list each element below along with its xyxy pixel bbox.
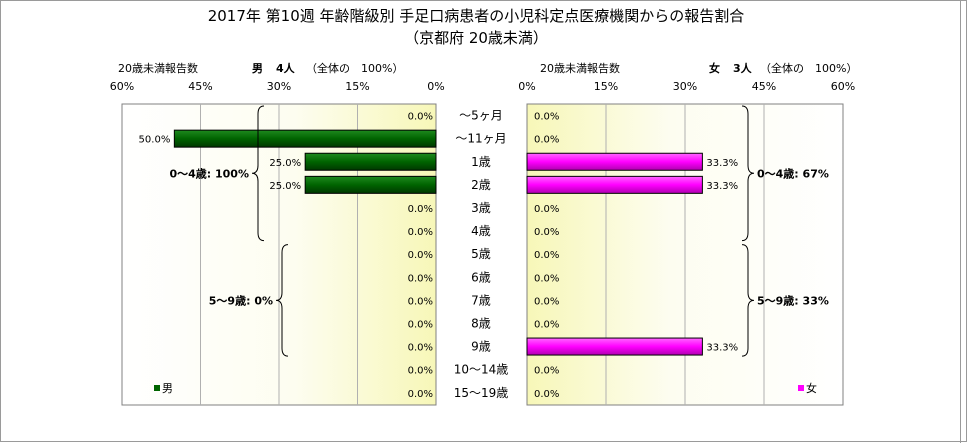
category-label: 8歳: [471, 316, 491, 330]
right-data-label: 0.0%: [534, 319, 559, 330]
category-label: 7歳: [471, 293, 491, 307]
right-data-label: 0.0%: [534, 389, 559, 400]
left-panel: 0%15%30%45%60% 20歳未満報告数 男 4人 （全体の 100%） …: [110, 61, 445, 406]
left-data-label: 0.0%: [408, 204, 433, 215]
right-tick-label: 45%: [752, 80, 776, 93]
left-header-sex: 男: [252, 62, 263, 75]
category-labels: ～5ヶ月 ～11ヶ月 1歳 2歳 3歳 4歳 5歳 6歳 7歳 8歳 9歳 10～14歳 15～19歳: [454, 109, 509, 400]
left-data-label: 50.0%: [139, 135, 171, 146]
category-label: 5歳: [471, 247, 491, 261]
right-tick-labels: 0% 15% 30% 45% 60%: [518, 80, 855, 93]
category-label: ～5ヶ月: [459, 109, 503, 123]
right-data-label: 0.0%: [534, 250, 559, 261]
right-bar: [526, 152, 703, 171]
right-data-label: 0.0%: [534, 112, 559, 123]
category-label: 9歳: [471, 340, 491, 354]
group-bracket: [741, 244, 755, 357]
left-bars: 0.0% 50.0% 25.0% 25.0% 0.0% 0.0% 0.0% 0.0% 0.0% 0…: [139, 112, 437, 400]
left-data-label: 0.0%: [408, 343, 433, 354]
left-legend-label: 男: [162, 382, 173, 395]
category-label: 15～19歳: [454, 386, 509, 400]
left-tick-label: 45%: [188, 80, 212, 93]
category-label: 10～14歳: [454, 363, 509, 377]
left-group-label: 0～4歳: 100%: [169, 166, 249, 180]
right-legend-swatch: [798, 385, 804, 391]
left-tick-label: 0%: [427, 80, 444, 93]
group-bracket: [741, 105, 755, 242]
right-header-sex: 女: [709, 61, 720, 75]
right-data-label: 33.3%: [706, 181, 738, 192]
left-data-label: 0.0%: [408, 273, 433, 284]
chart-subtitle: （京都府 20歳未満）: [404, 29, 548, 47]
left-legend-swatch: [154, 385, 160, 391]
chart-title: 2017年 第10週 年齢階級別 手足口病患者の小児科定点医療機関からの報告割合: [208, 7, 745, 25]
left-tick-label: 15%: [345, 80, 369, 93]
left-header-note: （全体の 100%）: [306, 61, 403, 75]
category-label: 1歳: [471, 155, 491, 169]
right-data-label: 0.0%: [534, 273, 559, 284]
right-tick-label: 60%: [831, 80, 855, 93]
right-data-label: 0.0%: [534, 296, 559, 307]
left-data-label: 0.0%: [408, 366, 433, 377]
left-bar: [304, 175, 437, 194]
left-data-label: 0.0%: [408, 389, 433, 400]
left-tick-labels: 0% 15% 30% 45% 60%: [110, 80, 445, 93]
left-bar: [173, 129, 437, 148]
left-group-brackets: 0～4歳: 100% 5～9歳: 0%: [169, 105, 289, 357]
right-header-note: （全体の 100%）: [760, 61, 857, 75]
left-tick-label: 30%: [267, 80, 291, 93]
left-group-label: 5～9歳: 0%: [209, 293, 273, 307]
right-tick-label: 30%: [673, 80, 697, 93]
left-header-label: 20歳未満報告数: [118, 62, 198, 75]
right-bar: [526, 337, 703, 356]
left-data-label: 25.0%: [269, 181, 301, 192]
right-group-label: 5～9歳: 33%: [757, 293, 829, 307]
right-data-label: 0.0%: [534, 227, 559, 238]
group-bracket: [251, 105, 265, 242]
right-header-count: 3人: [733, 61, 753, 75]
category-label: 4歳: [471, 224, 491, 238]
left-tick-label: 60%: [110, 80, 134, 93]
right-bars: 0.0% 0.0% 33.3% 33.3% 0.0% 0.0% 0.0% 0.0% 0.0% 0.…: [526, 112, 738, 400]
category-label: ～11ヶ月: [455, 132, 506, 146]
category-label: 3歳: [471, 201, 491, 215]
left-data-label: 0.0%: [408, 112, 433, 123]
left-header-count: 4人: [276, 61, 296, 75]
right-data-label: 33.3%: [706, 343, 738, 354]
right-data-label: 0.0%: [534, 204, 559, 215]
left-data-label: 0.0%: [408, 227, 433, 238]
category-label: 2歳: [471, 178, 491, 192]
left-data-label: 25.0%: [269, 158, 301, 169]
group-bracket: [275, 244, 289, 357]
right-tick-label: 15%: [594, 80, 618, 93]
left-data-label: 0.0%: [408, 319, 433, 330]
right-tick-label: 0%: [518, 80, 535, 93]
right-data-label: 33.3%: [706, 158, 738, 169]
right-panel: 0% 15% 30% 45% 60% 20歳未満報告数 女 3人 （全体の 100%） …: [518, 61, 857, 406]
right-group-brackets: 0～4歳: 67% 5～9歳: 33%: [741, 105, 829, 357]
right-header-label: 20歳未満報告数: [540, 62, 620, 75]
right-data-label: 0.0%: [534, 366, 559, 377]
right-legend-label: 女: [806, 381, 817, 395]
left-data-label: 0.0%: [408, 250, 433, 261]
category-label: 6歳: [471, 270, 491, 284]
right-bar: [526, 175, 703, 194]
right-group-label: 0～4歳: 67%: [757, 166, 829, 180]
left-bar: [304, 152, 437, 171]
left-data-label: 0.0%: [408, 296, 433, 307]
right-data-label: 0.0%: [534, 135, 559, 146]
